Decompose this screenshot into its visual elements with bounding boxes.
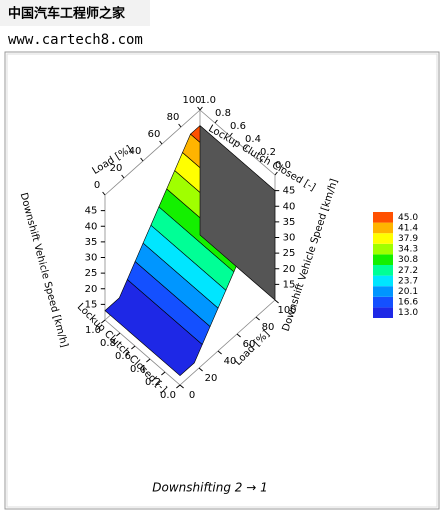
watermark-url: www.cartech8.com xyxy=(8,32,143,48)
box-edge xyxy=(104,319,181,386)
colorbar-label: 34.3 xyxy=(398,245,418,255)
colorbar-label: 20.1 xyxy=(398,287,418,297)
box-edge xyxy=(104,109,201,196)
load-tick-bottom-label: 100 xyxy=(277,305,296,316)
lockup-tick-bottom-mark xyxy=(146,358,151,363)
colorbar-label: 41.4 xyxy=(398,223,418,233)
caption: Downshifting 2 → 1 xyxy=(152,481,267,495)
lockup-tick-bottom-mark xyxy=(161,371,166,376)
colorbar-cell xyxy=(373,296,393,308)
lockup-tick-top-mark xyxy=(229,132,233,137)
lockup-tick-bottom-label: 0.8 xyxy=(100,338,116,349)
colorbar-cell xyxy=(373,307,393,318)
surface-wall xyxy=(199,124,276,301)
lockup-tick-top-label: 0.0 xyxy=(275,160,291,171)
lockup-tick-top-mark xyxy=(259,158,263,163)
lockup-tick-top-label: 0.4 xyxy=(245,134,261,145)
speed-tick-left-label: 30 xyxy=(85,253,98,264)
colorbar-cell xyxy=(373,275,393,287)
lockup-tick-top-label: 0.8 xyxy=(215,108,231,119)
load-tick-bottom-label: 0 xyxy=(189,390,195,401)
speed-tick-left-label: 25 xyxy=(85,268,98,279)
colorbar-label: 16.6 xyxy=(398,298,418,308)
speed-tick-left-label: 45 xyxy=(85,206,98,217)
speed-tick-left-label: 40 xyxy=(85,221,98,232)
lockup-tick-top-mark xyxy=(244,145,248,150)
load-tick-top-mark xyxy=(102,191,106,196)
speed-tick-left-label: 35 xyxy=(85,237,98,248)
speed-tick-right-label: 20 xyxy=(283,264,296,275)
lockup-tick-bottom-label: 0.6 xyxy=(115,351,131,362)
colorbar-label: 30.8 xyxy=(398,255,418,265)
lockup-tick-bottom-label: 1.0 xyxy=(85,325,101,336)
speed-tick-left-label: 20 xyxy=(85,284,98,295)
load-tick-bottom-mark xyxy=(274,299,279,304)
load-tick-top-mark xyxy=(197,106,201,111)
colorbar-cell xyxy=(373,212,393,223)
colorbar-cell xyxy=(373,286,393,297)
load-tick-bottom-label: 80 xyxy=(262,322,275,333)
colorbar-cell xyxy=(373,254,393,265)
colorbar-label: 27.2 xyxy=(398,266,418,276)
load-tick-top-mark xyxy=(140,157,144,162)
load-tick-bottom-mark xyxy=(236,333,241,338)
lockup-tick-bottom-label: 0.2 xyxy=(145,377,161,388)
lockup-tick-top-mark xyxy=(274,171,278,176)
colorbar-label: 37.9 xyxy=(398,234,418,244)
colorbar-label: 13.0 xyxy=(398,308,418,318)
colorbar-cell xyxy=(373,265,393,276)
lockup-tick-bottom-mark xyxy=(131,345,136,350)
load-tick-top-label: 80 xyxy=(167,112,180,123)
panel-inner xyxy=(6,53,438,508)
speed-tick-right-label: 45 xyxy=(283,186,296,197)
lockup-tick-bottom-mark xyxy=(116,332,121,337)
lockup-tick-bottom-label: 0.0 xyxy=(160,390,176,401)
load-tick-top-mark xyxy=(159,140,163,145)
load-tick-top-mark xyxy=(121,174,125,179)
load-tick-top-mark xyxy=(178,123,182,128)
load-tick-top-label: 40 xyxy=(129,146,142,157)
load-tick-top-label: 60 xyxy=(148,129,161,140)
load-tick-top-label: 100 xyxy=(182,95,201,106)
speed-tick-right-label: 25 xyxy=(283,248,296,259)
lockup-tick-top-label: 0.6 xyxy=(230,121,246,132)
load-tick-bottom-mark xyxy=(255,316,260,321)
load-tick-bottom-label: 20 xyxy=(205,373,218,384)
load-tick-bottom-mark xyxy=(217,350,222,355)
colorbar-label: 23.7 xyxy=(398,276,418,286)
speed-tick-right-label: 40 xyxy=(283,201,296,212)
lockup-tick-bottom-mark xyxy=(176,384,181,389)
lockup-tick-top-label: 1.0 xyxy=(200,95,216,106)
colorbar-cell xyxy=(373,243,393,255)
box-edge xyxy=(179,299,276,386)
speed-tick-right-label: 30 xyxy=(283,233,296,244)
load-tick-bottom-label: 40 xyxy=(224,356,237,367)
speed-tick-right-label: 35 xyxy=(283,217,296,228)
lockup-tick-bottom-mark xyxy=(101,319,106,324)
load-tick-top-label: 0 xyxy=(94,180,100,191)
load-tick-bottom-label: 60 xyxy=(243,339,256,350)
lockup-tick-top-mark xyxy=(199,106,203,111)
load-tick-bottom-mark xyxy=(198,367,203,372)
lockup-tick-top-label: 0.2 xyxy=(260,147,276,158)
watermark-bg xyxy=(0,0,150,26)
load-tick-top-label: 20 xyxy=(110,163,123,174)
lockup-tick-top-mark xyxy=(214,119,218,124)
speed-tick-right-label: 15 xyxy=(283,279,296,290)
colorbar-cell xyxy=(373,222,393,234)
load-tick-bottom-mark xyxy=(179,384,184,389)
colorbar-cell xyxy=(373,233,393,244)
colorbar-label: 45.0 xyxy=(398,213,418,223)
watermark-title: 中国汽车工程师之家 xyxy=(8,6,126,22)
box-edge xyxy=(199,109,276,176)
speed-tick-left-label: 15 xyxy=(85,299,98,310)
lockup-tick-bottom-label: 0.4 xyxy=(130,364,146,375)
